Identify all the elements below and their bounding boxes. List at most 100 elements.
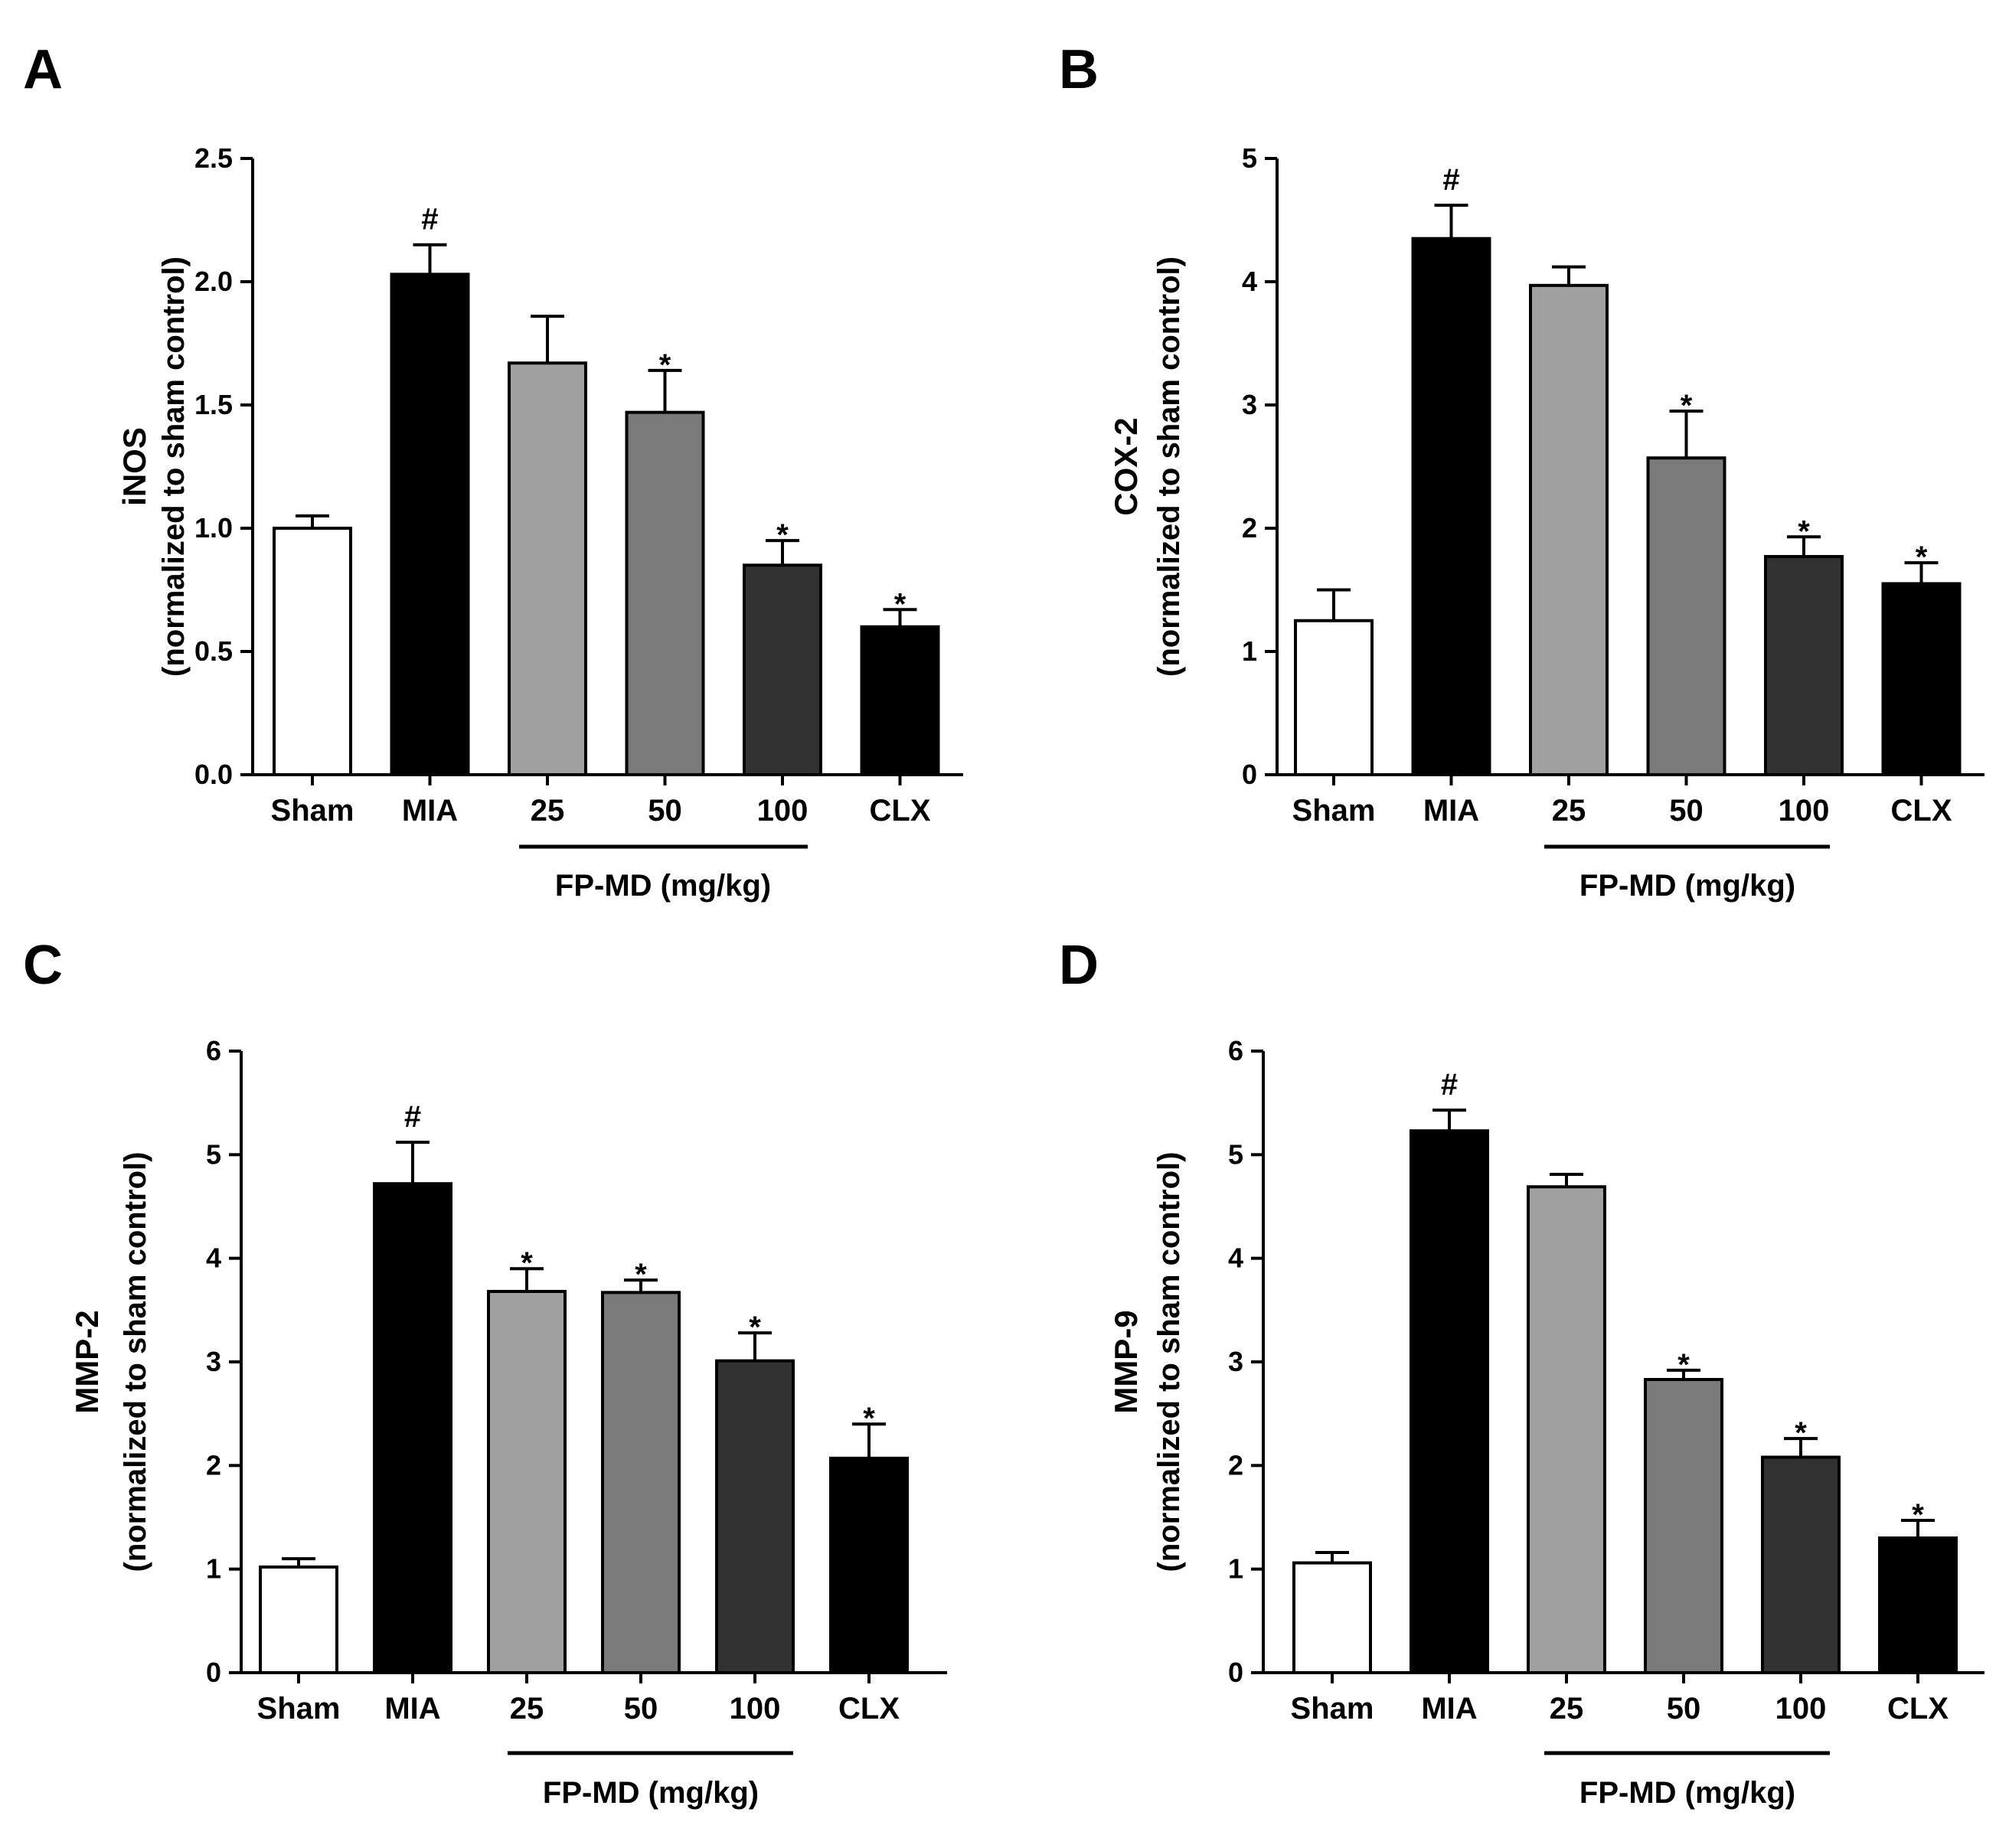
y-tick-label: 1: [206, 1553, 221, 1585]
significance-mark: *: [659, 348, 671, 382]
bar-mia: [373, 1182, 452, 1674]
y-axis-subtitle: (normalized to sham control): [157, 256, 191, 677]
panel-letter: B: [1059, 39, 1099, 100]
y-axis-title: iNOS: [116, 427, 152, 506]
x-tick-label: 25: [1550, 1692, 1584, 1726]
bar-50: [1646, 456, 1726, 776]
y-tick-label: 3: [1242, 389, 1257, 420]
y-tick-label: 2.0: [194, 266, 233, 297]
y-axis-title: MMP-2: [69, 1310, 105, 1413]
bar-50: [1644, 1378, 1723, 1675]
y-tick-label: 2.5: [194, 142, 233, 174]
bar-sham: [273, 527, 352, 776]
x-tick-label: 25: [1552, 794, 1586, 828]
y-tick-label: 5: [1242, 142, 1257, 174]
significance-mark: *: [1798, 514, 1810, 548]
bar-25: [508, 361, 587, 776]
x-tick-label: MIA: [402, 794, 458, 828]
bar-clx: [1878, 1536, 1958, 1674]
x-tick-label: Sham: [1292, 794, 1376, 828]
significance-mark: *: [1677, 1348, 1690, 1382]
bar-sham: [1292, 1561, 1372, 1674]
x-tick-label: 100: [1779, 794, 1830, 828]
bar-25: [1529, 283, 1609, 776]
y-tick-label: 3: [206, 1346, 221, 1377]
y-axis-subtitle: (normalized to sham control): [1152, 1152, 1186, 1572]
x-tick-label: MIA: [1421, 1692, 1477, 1726]
x-tick-label: Sham: [271, 794, 354, 828]
significance-mark: *: [521, 1246, 533, 1280]
x-tick-label: CLX: [838, 1692, 900, 1726]
panel-letter: C: [23, 935, 63, 996]
y-tick-label: 1: [1228, 1553, 1243, 1585]
panel-d: D 0 1 2 3 4 5 6 MMP-9 (normalized to sham control…: [1059, 935, 1984, 1810]
y-tick-label: 4: [1242, 266, 1257, 297]
x-tick-label: 50: [1667, 1692, 1701, 1726]
significance-mark: *: [749, 1311, 761, 1344]
x-tick-label: 100: [757, 794, 808, 828]
y-tick-label: 2: [206, 1449, 221, 1481]
y-tick-label: 0: [1228, 1657, 1243, 1688]
bar-mia: [390, 273, 470, 776]
x-tick-label: 50: [624, 1692, 658, 1726]
bar-100: [1764, 555, 1844, 777]
x-tick-label: 25: [510, 1692, 544, 1726]
y-tick-label: 4: [1228, 1242, 1243, 1274]
panel-letter: A: [23, 39, 63, 100]
bar-50: [625, 410, 705, 776]
group-label: FP-MD (mg/kg): [555, 869, 771, 903]
panel-a: A 0.0 0.5 1.0 1.5 2.0 2.5 iNOS (normalized to sh…: [23, 39, 963, 903]
group-label: FP-MD (mg/kg): [543, 1776, 759, 1810]
significance-mark: *: [863, 1402, 875, 1435]
y-tick-label: 1.5: [194, 389, 233, 420]
bar-mia: [1411, 237, 1491, 776]
y-tick-label: 3: [1228, 1346, 1243, 1377]
x-tick-label: CLX: [870, 794, 931, 828]
x-tick-label: 100: [730, 1692, 781, 1726]
bar-100: [715, 1359, 795, 1674]
bar-25: [487, 1289, 567, 1675]
significance-mark: #: [421, 203, 438, 237]
y-tick-label: 2: [1242, 512, 1257, 544]
bar-clx: [829, 1456, 909, 1674]
x-tick-label: 25: [531, 794, 565, 828]
bar-50: [601, 1291, 681, 1674]
bar-25: [1527, 1185, 1606, 1674]
x-tick-label: Sham: [257, 1692, 341, 1726]
bar-100: [1761, 1455, 1841, 1675]
bar-100: [743, 563, 822, 776]
x-tick-label: 50: [648, 794, 682, 828]
y-axis-title: MMP-9: [1108, 1310, 1144, 1413]
panel-letter: D: [1059, 935, 1099, 996]
y-tick-label: 5: [206, 1138, 221, 1170]
bar-clx: [1881, 582, 1962, 777]
bar-sham: [1294, 619, 1374, 776]
significance-mark: #: [1442, 163, 1459, 197]
panel-c: C 0 1 2 3 4 5 6 MMP-2 (normalized to sham control…: [23, 935, 947, 1810]
significance-mark: #: [404, 1100, 421, 1134]
x-tick-label: 100: [1775, 1692, 1827, 1726]
y-tick-label: 4: [206, 1242, 221, 1274]
panel-b: B 0 1 2 3 4 5 COX-2 (normalized to sham control)…: [1059, 39, 1984, 903]
y-tick-label: 2: [1228, 1449, 1243, 1481]
significance-mark: #: [1441, 1068, 1458, 1102]
group-label: FP-MD (mg/kg): [1579, 869, 1795, 903]
y-axis-title: COX-2: [1108, 417, 1144, 515]
x-tick-label: 50: [1669, 794, 1704, 828]
bar-mia: [1410, 1129, 1489, 1674]
significance-mark: *: [894, 587, 906, 621]
significance-mark: *: [1681, 389, 1693, 423]
y-tick-label: 5: [1228, 1138, 1243, 1170]
y-tick-label: 0.0: [194, 759, 233, 790]
x-tick-label: MIA: [384, 1692, 440, 1726]
significance-mark: *: [1912, 1498, 1924, 1532]
y-axis-subtitle: (normalized to sham control): [1152, 256, 1186, 677]
bar-clx: [860, 625, 940, 776]
y-tick-label: 6: [1228, 1035, 1243, 1066]
y-axis-subtitle: (normalized to sham control): [119, 1152, 152, 1572]
significance-mark: *: [1795, 1416, 1807, 1450]
y-tick-label: 0.5: [194, 635, 233, 667]
y-tick-label: 6: [206, 1035, 221, 1066]
x-tick-label: Sham: [1291, 1692, 1374, 1726]
